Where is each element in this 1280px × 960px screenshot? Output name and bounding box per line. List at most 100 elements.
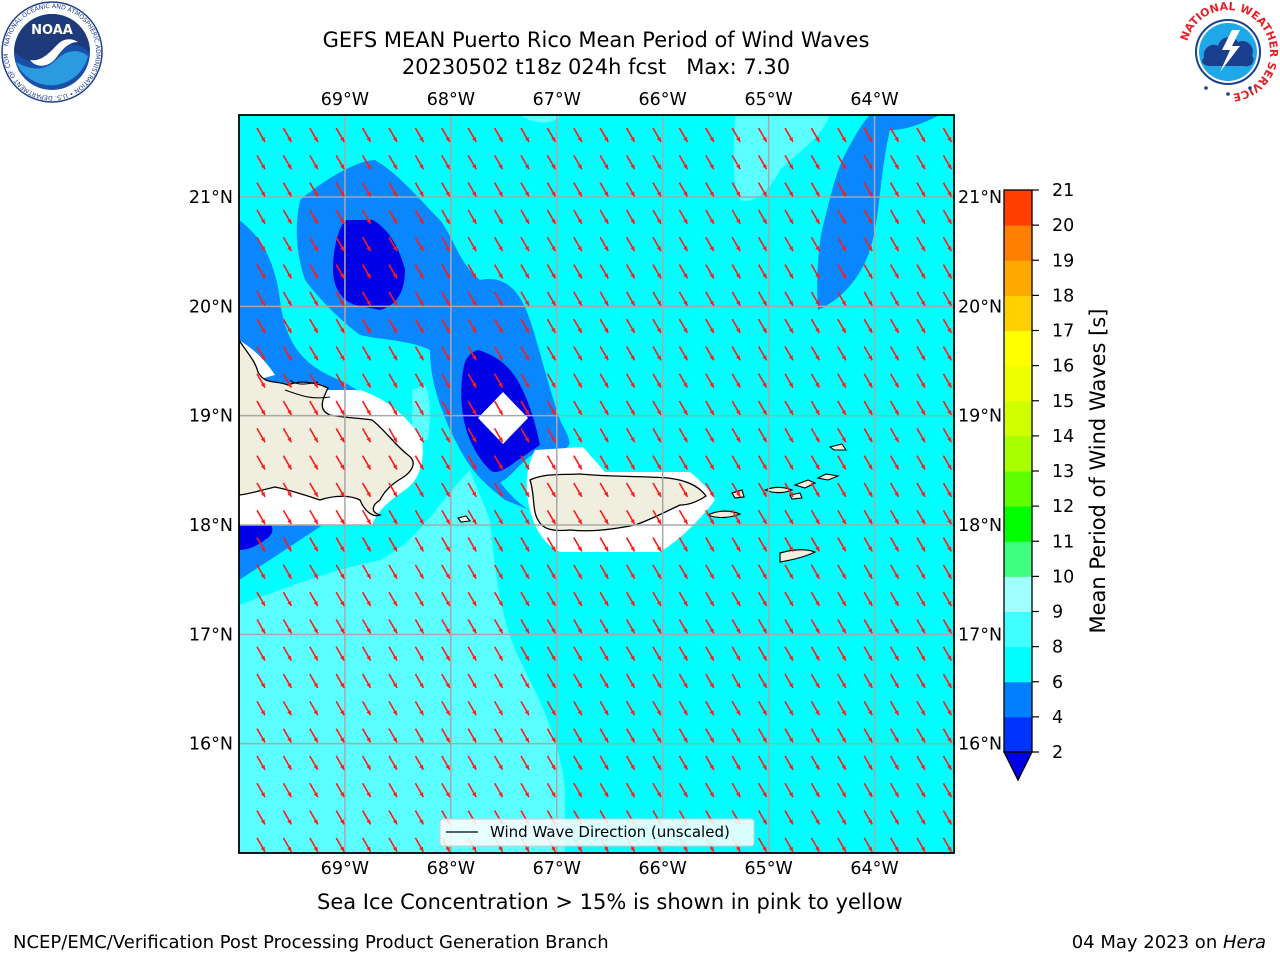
wind-wave-arrow (388, 673, 398, 689)
contour-2-4s-west (239, 220, 385, 415)
wind-wave-arrow (599, 346, 609, 361)
wind-wave-arrow (757, 755, 768, 771)
wind-wave-arrow (335, 209, 345, 225)
wind-wave-arrow (757, 154, 768, 170)
wind-wave-arrow (335, 427, 345, 443)
wind-wave-arrow (652, 346, 662, 361)
wind-wave-arrow (520, 782, 530, 798)
wind-wave-arrow (388, 127, 398, 143)
wind-wave-arrow (942, 564, 953, 580)
wind-wave-arrow (441, 509, 451, 525)
wind-wave-arrow (625, 755, 636, 771)
wind-wave-arrow (441, 264, 451, 279)
wind-wave-arrow (282, 564, 293, 580)
wind-wave-arrow (282, 236, 293, 252)
wind-wave-arrow (309, 182, 319, 197)
wind-wave-arrow (837, 755, 847, 771)
wind-wave-arrow (942, 182, 953, 197)
wind-wave-arrow (599, 236, 609, 252)
wind-wave-arrow (784, 619, 794, 634)
lon-tick-label-top: 68°W (427, 90, 475, 110)
wind-wave-arrow (493, 373, 504, 389)
wind-wave-arrow (784, 427, 794, 443)
wind-wave-arrow (441, 700, 451, 716)
wind-wave-arrow (731, 755, 741, 771)
wind-wave-arrow (810, 318, 821, 334)
wind-wave-arrow (731, 482, 741, 498)
wind-wave-arrow (652, 728, 662, 743)
wind-wave-arrow (520, 673, 530, 689)
wind-wave-arrow (573, 455, 583, 470)
wind-wave-arrow (889, 182, 900, 197)
wind-wave-arrow (652, 209, 662, 225)
lon-tick-label-bottom: 68°W (427, 859, 475, 879)
wind-wave-arrow (810, 373, 821, 389)
colorbar-tick-label: 16 (1052, 357, 1074, 377)
wind-wave-arrow (889, 728, 900, 743)
wind-wave-arrow (441, 673, 451, 689)
wind-wave-arrow (678, 209, 689, 225)
wind-wave-arrow (414, 127, 425, 143)
noaa-logo-text: NOAA (31, 23, 73, 38)
colorbar-extend-min (1002, 751, 1034, 782)
wind-wave-arrow (863, 182, 873, 197)
wind-wave-arrow (335, 591, 345, 607)
wind-wave-arrow (863, 728, 873, 743)
colorbar-tick-label: 20 (1052, 216, 1074, 236)
wind-wave-arrow (467, 728, 477, 743)
wind-wave-arrow (652, 537, 662, 552)
wind-wave-arrow (784, 182, 794, 197)
wind-wave-arrow (256, 673, 266, 689)
wind-wave-arrow (784, 728, 794, 743)
wind-wave-arrow (652, 400, 662, 416)
map-legend: Wind Wave Direction (unscaled) (439, 818, 755, 847)
wind-wave-arrow (705, 728, 715, 743)
wind-wave-arrow (942, 700, 953, 716)
wind-wave-arrow (652, 755, 662, 771)
wind-wave-arrow (335, 455, 345, 470)
wind-wave-arrow (256, 373, 266, 389)
lat-tick-label-left: 20°N (189, 297, 233, 317)
wind-wave-arrow (546, 673, 557, 689)
wind-wave-arrow (309, 455, 319, 470)
wind-wave-arrow (441, 564, 451, 580)
wind-wave-arrow (757, 182, 768, 197)
colorbar-segment (1004, 506, 1032, 542)
wind-wave-arrow (757, 646, 768, 662)
wind-wave-arrow (599, 509, 609, 525)
lat-tick-label-left: 16°N (189, 735, 233, 755)
wind-wave-arrow (441, 646, 451, 662)
wind-wave-arrow (493, 291, 504, 307)
wind-wave-arrow (916, 373, 926, 389)
wind-wave-arrow (493, 700, 504, 716)
map-area: Wind Wave Direction (unscaled) (239, 115, 954, 879)
wind-wave-arrow (573, 154, 583, 170)
wind-wave-arrow (361, 264, 372, 279)
wind-wave-arrow (625, 537, 636, 552)
wind-wave-arrow (282, 482, 293, 498)
wind-wave-arrow (810, 346, 821, 361)
wind-wave-arrow (599, 154, 609, 170)
wind-wave-arrow (784, 482, 794, 498)
wind-wave-arrow (625, 427, 636, 443)
wind-wave-arrow (414, 264, 425, 279)
wind-wave-arrow (256, 291, 266, 307)
wind-wave-arrow (705, 182, 715, 197)
wind-wave-arrow (599, 127, 609, 143)
wind-wave-arrow (546, 127, 557, 143)
wind-wave-arrow (309, 291, 319, 307)
wind-wave-arrow (467, 264, 477, 279)
wind-wave-arrow (441, 728, 451, 743)
wind-wave-arrow (600, 865, 608, 879)
wind-wave-arrow (625, 291, 636, 307)
wind-wave-arrow (520, 619, 530, 634)
wind-wave-arrow (942, 373, 953, 389)
wind-wave-arrow (599, 564, 609, 580)
lat-tick-label-right: 20°N (958, 297, 1002, 317)
wind-wave-arrow (652, 318, 662, 334)
wind-wave-arrow (573, 209, 583, 225)
wind-wave-arrow (705, 154, 715, 170)
wind-wave-arrow (467, 564, 477, 580)
wind-wave-arrow (942, 810, 953, 825)
wind-wave-arrow (573, 509, 583, 525)
